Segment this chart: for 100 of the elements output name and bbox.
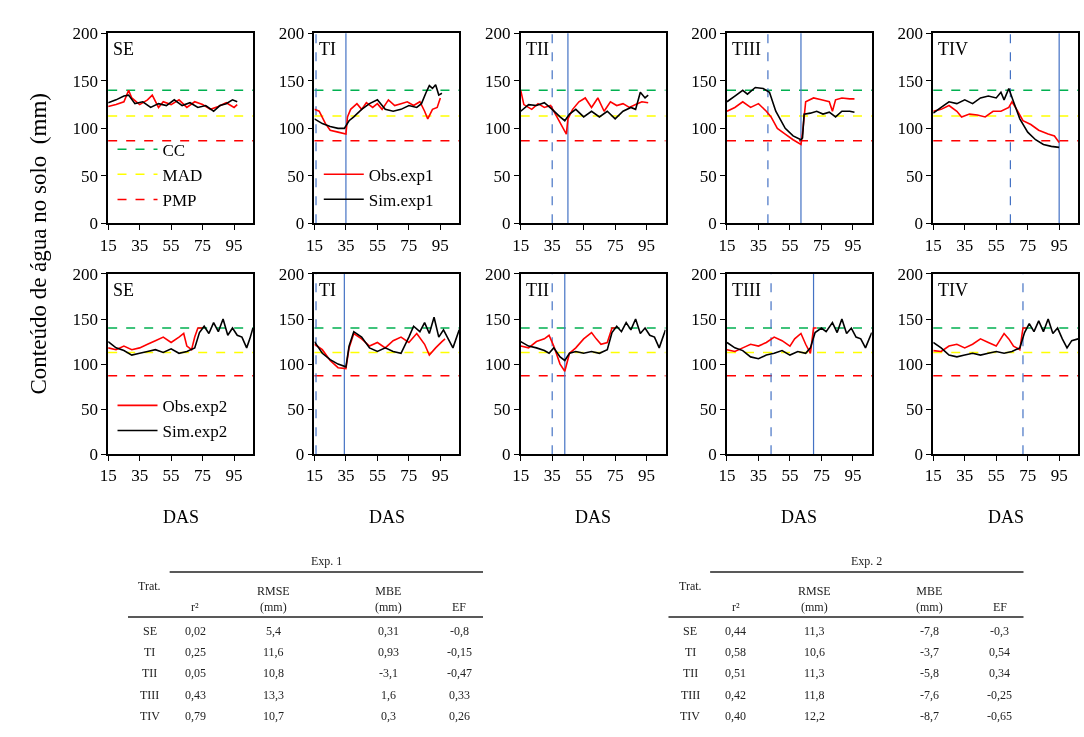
text: 11,3 xyxy=(804,624,825,638)
text: -3,7 xyxy=(920,645,939,659)
chart-title: TI xyxy=(319,280,336,300)
text: 13,3 xyxy=(263,688,284,702)
x-tick-label: 15 xyxy=(924,235,942,255)
text: 11,8 xyxy=(804,688,825,702)
x-axis-title: DAS xyxy=(575,507,612,527)
x-tick-label: 35 xyxy=(749,466,767,486)
text: SE xyxy=(683,624,698,638)
x-tick-label: 55 xyxy=(987,235,1005,255)
x-tick-label: 55 xyxy=(368,235,386,255)
text: TII xyxy=(683,666,699,680)
legend-label: PMP xyxy=(162,191,197,211)
y-tick-label: 50 xyxy=(699,400,717,420)
text: 0,93 xyxy=(378,645,399,659)
x-tick-label: 15 xyxy=(718,466,736,486)
text: 0,54 xyxy=(989,645,1010,659)
text: MBE (mm) xyxy=(916,584,943,614)
text: 5,4 xyxy=(266,624,281,638)
text: 10,6 xyxy=(804,645,825,659)
y-tick-label: 100 xyxy=(897,119,924,139)
chart-title: SE xyxy=(113,280,135,300)
x-tick-label: 35 xyxy=(131,235,149,255)
x-tick-label: 75 xyxy=(1019,466,1037,486)
chart-title: TIV xyxy=(938,39,968,59)
text: -5,8 xyxy=(920,666,939,680)
text: 0,02 xyxy=(185,624,206,638)
y-tick-label: 150 xyxy=(278,310,305,329)
x-tick-label: 95 xyxy=(638,466,656,486)
x-tick-label: 75 xyxy=(606,466,624,486)
text: 11,6 xyxy=(263,645,284,659)
chart-title: TIII xyxy=(732,39,761,59)
text: 11,3 xyxy=(804,666,825,680)
x-tick-label: 95 xyxy=(1050,235,1068,255)
text: EF xyxy=(452,600,467,614)
y-tick-label: 100 xyxy=(72,119,98,139)
x-tick-label: 75 xyxy=(812,466,830,486)
text: 0,05 xyxy=(185,666,206,680)
y-tick-label: 200 xyxy=(72,264,98,284)
y-tick-label: 50 xyxy=(80,400,98,420)
y-tick-label: 150 xyxy=(691,310,717,329)
x-tick-label: 95 xyxy=(225,466,243,486)
text: 10,7 xyxy=(263,709,284,723)
y-tick-label: 50 xyxy=(906,400,924,420)
y-tick-label: 50 xyxy=(80,166,98,186)
y-tick-label: 100 xyxy=(72,355,98,375)
x-tick-label: 15 xyxy=(718,235,736,255)
y-tick-label: 0 xyxy=(914,214,924,234)
x-tick-label: 55 xyxy=(162,466,180,486)
x-tick-label: 55 xyxy=(781,466,799,486)
text: TIII xyxy=(140,688,160,702)
x-tick-label: 75 xyxy=(194,235,212,255)
y-tick-label: 50 xyxy=(699,166,717,186)
text: TI xyxy=(144,645,156,659)
x-axis-title: DAS xyxy=(163,507,200,527)
chart-title: TIII xyxy=(732,280,761,300)
y-tick-label: 150 xyxy=(485,71,511,91)
y-tick-label: 0 xyxy=(295,214,305,234)
x-tick-label: 75 xyxy=(1019,235,1037,255)
text: -8,7 xyxy=(920,709,939,723)
y-tick-label: 0 xyxy=(914,445,924,465)
text: 0,44 xyxy=(725,624,746,638)
x-tick-label: 35 xyxy=(337,235,355,255)
x-tick-label: 15 xyxy=(305,235,323,255)
text: -0,8 xyxy=(450,624,469,638)
y-tick-label: 100 xyxy=(485,119,511,139)
x-tick-label: 15 xyxy=(305,466,323,486)
x-axis-title: DAS xyxy=(369,507,406,527)
x-tick-label: 75 xyxy=(400,235,418,255)
text: -0,3 xyxy=(990,624,1009,638)
x-tick-label: 95 xyxy=(844,466,862,486)
x-tick-label: 35 xyxy=(749,235,767,255)
y-tick-label: 50 xyxy=(287,166,305,186)
text: RMSE (mm) xyxy=(257,584,290,614)
y-tick-label: 200 xyxy=(897,24,924,44)
text: 0,58 xyxy=(725,645,746,659)
text: Trat. xyxy=(679,579,702,593)
y-tick-label: 50 xyxy=(287,400,305,420)
y-tick-label: 150 xyxy=(485,310,511,329)
text: 0,3 xyxy=(381,709,396,723)
y-tick-label: 200 xyxy=(691,264,717,284)
chart-title: TIV xyxy=(938,280,968,300)
text: 0,31 xyxy=(378,624,399,638)
y-tick-label: 50 xyxy=(493,400,511,420)
y-tick-label: 0 xyxy=(295,445,305,465)
text: TII xyxy=(142,666,158,680)
x-tick-label: 75 xyxy=(812,235,830,255)
text: 10,8 xyxy=(263,666,284,680)
text: 0,43 xyxy=(185,688,206,702)
x-tick-label: 35 xyxy=(543,466,561,486)
x-axis-title: DAS xyxy=(781,507,818,527)
x-tick-label: 55 xyxy=(781,235,799,255)
chart-title: TII xyxy=(526,39,549,59)
text: TI xyxy=(685,645,697,659)
y-tick-label: 150 xyxy=(72,71,98,91)
x-tick-label: 15 xyxy=(512,235,530,255)
text: RMSE (mm) xyxy=(798,584,831,614)
text: SE xyxy=(143,624,158,638)
legend-label: CC xyxy=(162,140,186,160)
text: -3,1 xyxy=(379,666,398,680)
